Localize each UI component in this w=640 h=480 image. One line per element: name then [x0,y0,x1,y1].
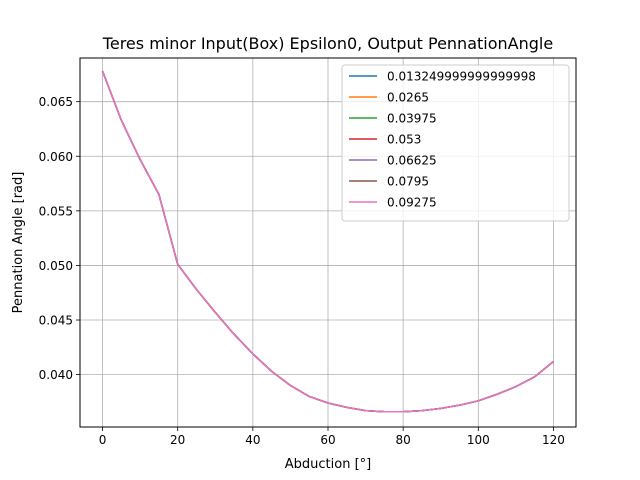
x-axis-label: Abduction [°] [285,457,371,472]
legend: 0.013249999999999998 0.0265 0.03975 0.053 0.… [341,64,570,222]
legend-label: 0.0795 [387,175,429,189]
x-axis-ticks: 0 20 40 60 80 100 120 [99,427,565,447]
x-tick-label: 20 [170,433,185,447]
y-tick-label: 0.060 [39,150,73,164]
legend-label: 0.0265 [387,91,429,105]
x-tick-label: 80 [396,433,411,447]
legend-label: 0.06625 [387,154,437,168]
x-tick-label: 100 [467,433,490,447]
y-axis-ticks: 0.040 0.045 0.050 0.055 0.060 0.065 [39,95,80,382]
legend-box [341,64,570,222]
y-tick-label: 0.045 [39,314,73,328]
x-tick-label: 0 [99,433,107,447]
y-tick-label: 0.040 [39,368,73,382]
x-tick-label: 120 [542,433,565,447]
x-tick-label: 60 [320,433,335,447]
legend-label: 0.09275 [387,196,437,210]
y-tick-label: 0.065 [39,95,73,109]
series-line-7 [101,70,554,413]
legend-label: 0.03975 [387,112,437,126]
legend-label: 0.053 [387,133,421,147]
y-tick-label: 0.055 [39,204,73,218]
y-axis-label: Pennation Angle [rad] [11,172,26,314]
series-lines [101,70,554,413]
y-tick-label: 0.050 [39,259,73,273]
legend-label: 0.013249999999999998 [387,70,536,84]
x-tick-label: 40 [245,433,260,447]
chart-title: Teres minor Input(Box) Epsilon0, Output … [102,34,553,53]
